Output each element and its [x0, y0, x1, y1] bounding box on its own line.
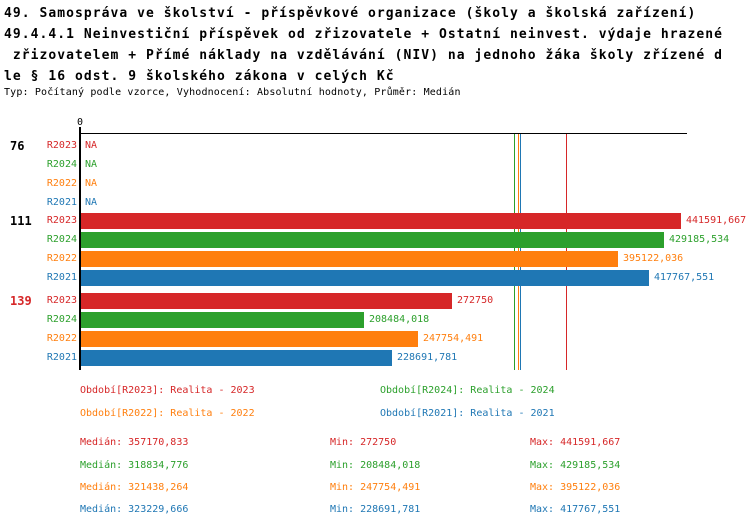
- bar-139-r2024: [81, 312, 364, 328]
- bar-row-111-r2022: R2022 395122,036: [0, 251, 750, 267]
- bar-row-139-r2024: R2024 208484,018: [0, 312, 750, 328]
- bar-111-r2024: [81, 232, 664, 248]
- series-label-r2021: R2021: [46, 197, 77, 208]
- stats-min-r2022: Min: 247754,491: [330, 482, 421, 493]
- stats-min-r2023: Min: 272750: [330, 437, 397, 448]
- legend-item-r2023: Období[R2023]: Realita - 2023: [80, 385, 255, 396]
- stats-max-r2022: Max: 395122,036: [530, 482, 621, 493]
- legend-item-r2022: Období[R2022]: Realita - 2022: [80, 408, 255, 419]
- stats-median-r2022: Medián: 321438,264: [80, 482, 189, 493]
- bar-111-r2021: [81, 270, 649, 286]
- group-label-111: 111: [10, 214, 32, 228]
- stats-max-r2024: Max: 429185,534: [530, 460, 621, 471]
- bar-value-label: 228691,781: [397, 352, 458, 363]
- chart-meta-line: Typ: Počítaný podle vzorce, Vyhodnocení:…: [4, 87, 461, 98]
- bar-row-139-r2023: 139 R2023 272750: [0, 293, 750, 309]
- y-axis-line: [79, 127, 81, 370]
- bar-row-76-r2024: R2024 NA: [0, 157, 750, 173]
- bar-row-139-r2022: R2022 247754,491: [0, 331, 750, 347]
- series-label-r2024: R2024: [46, 159, 77, 170]
- x-axis-line: [79, 133, 687, 134]
- title-line-2: 49.4.4.1 Neinvestiční příspěvek od zřizo…: [4, 27, 724, 42]
- stats-min-r2024: Min: 208484,018: [330, 460, 421, 471]
- bar-value-label: 441591,667: [686, 215, 747, 226]
- stats-min-r2021: Min: 228691,781: [330, 504, 421, 515]
- series-label-r2024: R2024: [46, 234, 77, 245]
- group-label-139: 139: [10, 294, 32, 308]
- bar-row-76-r2022: R2022 NA: [0, 176, 750, 192]
- bar-111-r2023: [81, 213, 681, 229]
- series-label-r2021: R2021: [46, 352, 77, 363]
- bar-139-r2023: [81, 293, 452, 309]
- bar-139-r2021: [81, 350, 392, 366]
- chart-title-block: 49. Samospráva ve školství - příspěvkové…: [4, 3, 723, 87]
- series-label-r2022: R2022: [46, 333, 77, 344]
- bar-value-label: 208484,018: [369, 314, 430, 325]
- series-label-r2022: R2022: [46, 178, 77, 189]
- title-line-4: le § 16 odst. 9 školského zákona v celýc…: [4, 69, 395, 84]
- bar-value-label: NA: [85, 197, 98, 208]
- title-line-3: zřizovatelem + Přímé náklady na vzdělává…: [4, 48, 724, 63]
- stats-max-r2021: Max: 417767,551: [530, 504, 621, 515]
- bar-value-label: NA: [85, 178, 98, 189]
- stats-median-r2024: Medián: 318834,776: [80, 460, 189, 471]
- series-label-r2023: R2023: [46, 295, 77, 306]
- bar-value-label: NA: [85, 159, 98, 170]
- series-label-r2023: R2023: [46, 215, 77, 226]
- stats-median-r2023: Medián: 357170,833: [80, 437, 189, 448]
- x-axis-zero-tick-label: 0: [76, 117, 84, 128]
- series-label-r2023: R2023: [46, 140, 77, 151]
- legend-item-r2024: Období[R2024]: Realita - 2024: [380, 385, 555, 396]
- bar-111-r2022: [81, 251, 618, 267]
- stats-max-r2023: Max: 441591,667: [530, 437, 621, 448]
- bar-value-label: 247754,491: [423, 333, 484, 344]
- bar-row-76-r2023: 76 R2023 NA: [0, 138, 750, 154]
- bar-row-111-r2023: 111 R2023 441591,667: [0, 213, 750, 229]
- bar-row-139-r2021: R2021 228691,781: [0, 350, 750, 366]
- bar-value-label: 272750: [457, 295, 494, 306]
- bar-value-label: 395122,036: [623, 253, 684, 264]
- legend-item-r2021: Období[R2021]: Realita - 2021: [380, 408, 555, 419]
- bar-139-r2022: [81, 331, 418, 347]
- bar-row-76-r2021: R2021 NA: [0, 195, 750, 211]
- series-label-r2022: R2022: [46, 253, 77, 264]
- bar-value-label: 429185,534: [669, 234, 730, 245]
- bar-row-111-r2021: R2021 417767,551: [0, 270, 750, 286]
- bar-value-label: 417767,551: [654, 272, 715, 283]
- series-label-r2024: R2024: [46, 314, 77, 325]
- stats-median-r2021: Medián: 323229,666: [80, 504, 189, 515]
- group-label-76: 76: [10, 139, 25, 153]
- bar-row-111-r2024: R2024 429185,534: [0, 232, 750, 248]
- series-label-r2021: R2021: [46, 272, 77, 283]
- bar-value-label: NA: [85, 140, 98, 151]
- title-line-1: 49. Samospráva ve školství - příspěvkové…: [4, 6, 697, 21]
